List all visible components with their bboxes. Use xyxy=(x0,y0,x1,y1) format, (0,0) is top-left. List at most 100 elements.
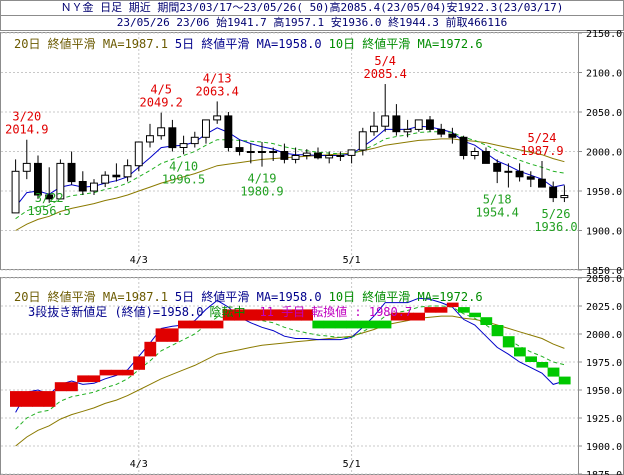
new-price-brick xyxy=(66,382,78,392)
new-price-brick xyxy=(77,375,89,383)
candle-body xyxy=(347,149,356,156)
x-tick-label: 5/1 xyxy=(343,255,361,266)
candle-body xyxy=(146,135,154,143)
new-price-brick xyxy=(301,309,313,321)
bottom-grid: 2050.0 2025.0 2000.0 1975.0 1950.0 1925.0 1900… xyxy=(1,274,622,475)
candle-body xyxy=(269,151,278,153)
ma-line-ma10 xyxy=(15,305,565,430)
new-price-brick xyxy=(211,320,224,329)
candle-body xyxy=(168,127,177,149)
new-price-brick xyxy=(278,309,291,321)
annotation-date: 4/5 xyxy=(150,83,172,97)
candle-body xyxy=(34,162,42,196)
candle-body xyxy=(22,162,31,172)
candle-body xyxy=(45,194,54,200)
candle-body xyxy=(482,151,490,164)
candle-body xyxy=(123,165,132,178)
new-price-brick xyxy=(122,369,134,376)
new-price-brick xyxy=(21,391,33,407)
new-price-brick xyxy=(133,356,145,370)
candle-body xyxy=(560,195,569,199)
candle-body xyxy=(101,174,110,184)
annotation-value: 1980.9 xyxy=(240,185,283,199)
new-price-brick xyxy=(480,317,493,325)
new-price-brick xyxy=(323,320,336,329)
candle-body xyxy=(470,151,479,156)
candle-body xyxy=(493,162,502,172)
candle-body xyxy=(325,155,334,159)
y-tick-label: 2050.0 xyxy=(586,274,622,285)
x-tick-label: 4/3 xyxy=(130,255,148,266)
y-tick-label: 2000.0 xyxy=(586,330,622,341)
candle-body xyxy=(157,127,166,137)
candle-body xyxy=(538,178,546,188)
candle-body xyxy=(90,182,98,192)
new-price-brick xyxy=(166,328,179,342)
x-tick-label: 5/1 xyxy=(343,459,361,470)
y-tick-label: 1875.0 xyxy=(586,470,622,475)
candle-body xyxy=(280,151,289,160)
info-state: 陰転中 xyxy=(209,304,245,319)
candle-body xyxy=(515,170,524,178)
new-price-brick xyxy=(155,328,168,342)
bottom-moving-averages xyxy=(15,297,565,447)
candle-body xyxy=(392,115,401,133)
y-tick-label: 1900.0 xyxy=(586,442,622,453)
candle-body xyxy=(314,152,322,159)
new-price-brick xyxy=(357,320,369,329)
new-price-brick xyxy=(178,320,190,329)
y-tick-label: 2100.0 xyxy=(586,69,622,80)
top-legend-ma5: 5日 終値平滑 MA=1958.0 xyxy=(175,36,322,51)
annotation-date: 3/20 xyxy=(12,110,41,124)
annotation-date: 4/10 xyxy=(169,159,198,173)
new-price-brick xyxy=(222,309,235,321)
info-count: 11 手目 xyxy=(260,305,306,319)
candle-body xyxy=(258,151,266,153)
candle-body xyxy=(370,125,378,133)
candle-body xyxy=(302,152,311,157)
candle-body xyxy=(526,176,535,180)
new-price-brick xyxy=(547,367,560,377)
ma-line-ma20 xyxy=(15,315,565,447)
new-price-brick xyxy=(558,376,571,385)
candle-body xyxy=(336,155,345,157)
candle-body xyxy=(190,136,199,145)
candle-body xyxy=(403,128,412,133)
annotation-value: 1987.9 xyxy=(520,144,563,158)
annotation-date: 5/4 xyxy=(374,54,396,68)
candle-body xyxy=(246,151,255,153)
new-price-brick xyxy=(144,341,157,357)
ma-line-ma5 xyxy=(15,297,565,413)
y-tick-label: 1950.0 xyxy=(586,386,622,397)
annotation-date: 5/18 xyxy=(483,193,512,207)
annotation-value: 2063.4 xyxy=(196,84,239,98)
new-price-brick xyxy=(491,325,504,337)
candle-body xyxy=(426,119,434,130)
candle-body xyxy=(11,170,20,214)
annotation-value: 1956.5 xyxy=(28,204,71,218)
top-legend: 20日 終値平滑 MA=1987.1 5日 終値平滑 MA=1958.0 10日 終… xyxy=(14,36,483,51)
new-price-brick xyxy=(413,312,425,321)
new-price-brick xyxy=(525,356,537,362)
new-price-brick xyxy=(458,307,470,313)
candle-body xyxy=(213,115,222,121)
chart-header-line1: ＮＹ金 日足 期近 期間23/03/17～23/05/26( 50)高2085.… xyxy=(0,0,624,16)
candle-body xyxy=(448,133,457,138)
candle-body xyxy=(381,115,390,127)
candle-body xyxy=(78,181,87,192)
new-price-brick xyxy=(290,309,302,321)
new-price-brick xyxy=(110,369,123,376)
new-price-brick xyxy=(368,320,381,329)
chart-header-line2: 23/05/26 23/06 始1941.7 高1957.1 安1936.0 終… xyxy=(0,15,624,31)
y-tick-label: 2025.0 xyxy=(586,302,622,313)
annotation-date: 5/24 xyxy=(528,131,557,145)
y-tick-label: 1925.0 xyxy=(586,414,622,425)
annotation-date: 3/22 xyxy=(35,191,64,205)
annotation-value: 2014.9 xyxy=(5,123,48,137)
candle-body xyxy=(112,174,121,178)
y-tick-label: 1900.0 xyxy=(586,227,622,238)
y-tick-label: 2000.0 xyxy=(586,148,622,159)
candle-body xyxy=(504,170,513,173)
new-price-brick xyxy=(379,320,392,329)
